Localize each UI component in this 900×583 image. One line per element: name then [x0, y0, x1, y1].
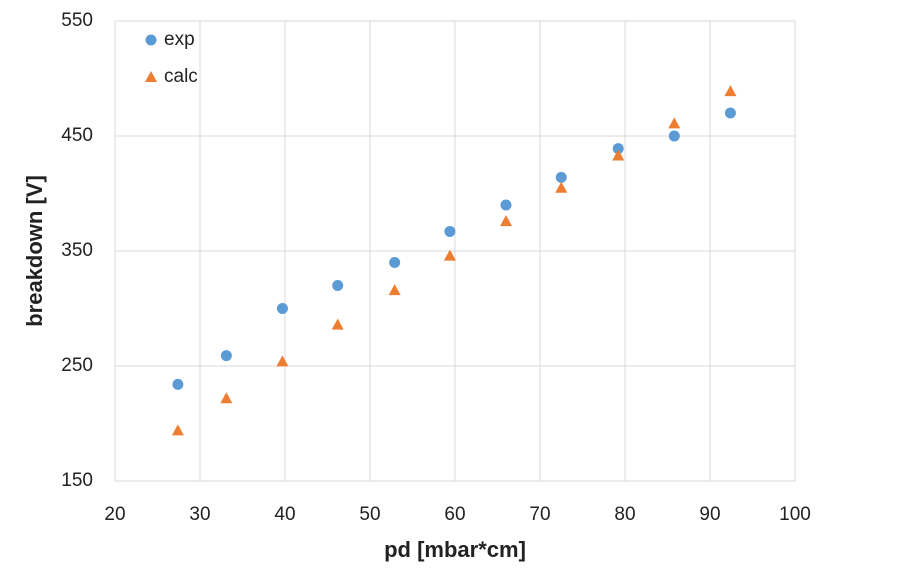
legend-label: exp [164, 29, 195, 50]
y-tick-label: 250 [61, 355, 93, 376]
data-point [331, 318, 344, 330]
data-point [500, 215, 512, 227]
x-tick-label: 20 [104, 504, 125, 525]
data-point [276, 303, 288, 314]
data-point [171, 424, 184, 436]
x-tick-label: 70 [529, 504, 550, 525]
x-tick-label: 80 [614, 504, 635, 525]
data-point [444, 225, 456, 237]
data-point [612, 149, 625, 161]
data-point [220, 350, 232, 362]
data-point [220, 392, 233, 404]
data-point [443, 249, 456, 261]
x-tick-label: 90 [699, 504, 720, 525]
legend-marker [145, 71, 157, 82]
data-point [500, 199, 512, 211]
data-point [276, 355, 289, 367]
data-point [172, 378, 184, 390]
x-tick-label: 50 [359, 504, 380, 525]
data-point [555, 171, 567, 183]
y-tick-label: 550 [61, 10, 93, 31]
data-point [389, 257, 401, 268]
x-axis-title: pd [mbar*cm] [384, 537, 526, 562]
x-tick-label: 30 [189, 504, 210, 525]
data-point [724, 85, 737, 97]
y-axis-title: breakdown [V] [22, 175, 47, 327]
data-point [555, 181, 568, 193]
data-point [612, 143, 624, 155]
y-tick-label: 150 [61, 470, 93, 491]
legend-marker [145, 34, 157, 46]
x-tick-label: 40 [274, 504, 295, 525]
data-point [668, 130, 680, 142]
data-point [332, 280, 344, 291]
data-point [724, 107, 736, 119]
legend-label: calc [164, 66, 198, 87]
y-tick-label: 350 [61, 240, 93, 261]
x-tick-label: 60 [444, 504, 465, 525]
data-point [668, 117, 681, 129]
x-tick-label: 100 [779, 504, 811, 525]
y-tick-label: 450 [61, 125, 93, 146]
data-point [388, 284, 401, 296]
